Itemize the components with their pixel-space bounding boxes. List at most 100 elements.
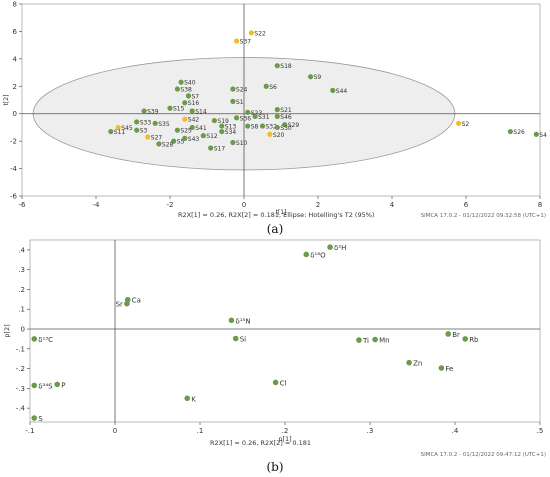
x-tick-label: -2: [167, 201, 174, 209]
loading-point-label: Mn: [379, 337, 389, 345]
software-stamp: SIMCA 17.0.2 - 01/12/2022 09:47:12 (UTC+…: [421, 452, 546, 458]
score-point: [219, 123, 225, 129]
score-point: [189, 108, 195, 114]
loading-point-label: δ¹⁵N: [235, 317, 250, 325]
panel-label-a: (a): [266, 222, 284, 236]
x-tick-label: -6: [19, 201, 27, 209]
score-point: [234, 115, 240, 121]
loading-point: [232, 335, 239, 342]
y-tick-label: -6: [10, 193, 18, 201]
score-point: [145, 134, 151, 140]
score-point: [245, 109, 251, 115]
loading-point-label: S: [38, 415, 43, 423]
score-point: [189, 124, 195, 131]
loading-point-label: Ca: [132, 297, 141, 305]
loading-point: [31, 336, 38, 342]
score-point-label: S20: [273, 132, 285, 139]
loading-point: [272, 379, 279, 386]
x-tick-label: 2: [316, 201, 320, 209]
score-point-label: S17: [214, 146, 226, 153]
score-point: [167, 105, 173, 111]
score-plot: -6 -4 -2 0 2 4 6 8 -6 -4 -2 0 2 4 6 8 t[1] t[2] R2X[1] = 0…: [3, 1, 547, 220]
score-point: [174, 127, 180, 133]
score-point: [178, 79, 184, 85]
x-tick-label: 0: [242, 201, 246, 209]
loading-point: [124, 300, 130, 307]
footer-note: R2X[1] = 0.26, R2X[2] = 0.181, Ellipse: …: [178, 211, 374, 219]
score-point: [134, 119, 140, 125]
loading-plot-panel: -.1 0 .1 .2 .3 .4 .5 -.4 -.3 -.2 -.1 0 .1 .2 .3 .4 p[1] p…: [0, 236, 550, 459]
score-point-label: S8: [251, 124, 259, 131]
score-point: [230, 98, 236, 104]
y-tick-label: .4: [18, 246, 25, 254]
panel-label-b: (b): [266, 460, 284, 474]
score-point: [330, 87, 336, 93]
x-tick-label: .2: [282, 427, 289, 435]
y-tick-label: -.1: [16, 345, 25, 353]
score-point: [156, 141, 162, 147]
score-point-label: S16: [188, 100, 200, 107]
x-tick-label: -4: [93, 201, 101, 209]
score-point-label: S24: [236, 87, 248, 94]
y-tick-label: -2: [10, 138, 17, 146]
y-tick-label: 0: [21, 326, 25, 334]
score-point: [211, 117, 217, 124]
score-point-label: S12: [206, 133, 218, 140]
loading-point-label: Ti: [362, 337, 369, 345]
score-point-label: S31: [258, 114, 270, 121]
loading-point-label: Sr: [116, 301, 123, 309]
x-tick-label: 0: [113, 427, 117, 435]
score-point: [248, 30, 254, 36]
score-point-label: S2: [462, 121, 470, 128]
score-point-label: S11: [114, 129, 126, 136]
score-point-label: S21: [280, 107, 292, 114]
score-point: [259, 123, 266, 129]
x-tick-label: .1: [197, 427, 204, 435]
loading-point: [184, 395, 191, 402]
score-point: [507, 128, 513, 135]
score-point-label: S38: [180, 87, 192, 94]
x-tick-label: .5: [537, 427, 544, 435]
score-point: [182, 100, 188, 106]
loading-point: [372, 336, 378, 343]
loading-point-label: Rb: [469, 336, 479, 344]
x-tick-label: 6: [464, 201, 469, 209]
score-point: [274, 124, 280, 131]
loading-point: [445, 331, 452, 337]
score-point-label: S35: [158, 121, 170, 128]
score-point: [274, 113, 280, 120]
loading-point-label: δ¹³C: [38, 336, 53, 344]
score-point-label: S29: [288, 122, 300, 129]
loading-plot: -.1 0 .1 .2 .3 .4 .5 -.4 -.3 -.2 -.1 0 .1 .2 .3 .4 p[1] p…: [3, 239, 546, 458]
score-point-label: S23: [251, 110, 263, 117]
score-point-label: S36: [240, 115, 252, 122]
x-axis-label: p[1]: [278, 435, 291, 443]
loading-point-label: K: [191, 395, 196, 403]
score-point-label: S13: [225, 124, 237, 131]
footer-note: R2X[1] = 0.26, R2X[2] = 0.181: [210, 439, 311, 447]
x-tick-label: .3: [367, 427, 374, 435]
score-point: [456, 120, 462, 126]
score-point-label: S6: [269, 84, 277, 91]
score-point: [282, 122, 288, 128]
score-point: [141, 108, 147, 114]
loading-point: [31, 415, 38, 421]
loading-point: [406, 359, 412, 366]
score-point: [274, 107, 280, 113]
y-tick-label: 4: [13, 55, 18, 63]
x-tick-label: 8: [538, 201, 542, 209]
score-point: [182, 116, 188, 122]
software-stamp: SIMCA 17.0.2 - 01/12/2022 09:32:58 (UTC+…: [421, 213, 546, 219]
y-tick-label: .3: [18, 266, 25, 274]
score-point-label: S5: [177, 139, 185, 146]
y-tick-label: -4: [10, 165, 18, 173]
score-point-label: S4: [539, 132, 547, 139]
loading-point-label: δ²H: [334, 244, 346, 252]
y-tick-label: .2: [18, 286, 25, 294]
score-point: [252, 113, 258, 120]
score-point-label: S10: [236, 140, 248, 147]
loading-point-label: Si: [240, 336, 246, 344]
score-point-label: S7: [192, 93, 200, 100]
score-point: [274, 63, 280, 69]
